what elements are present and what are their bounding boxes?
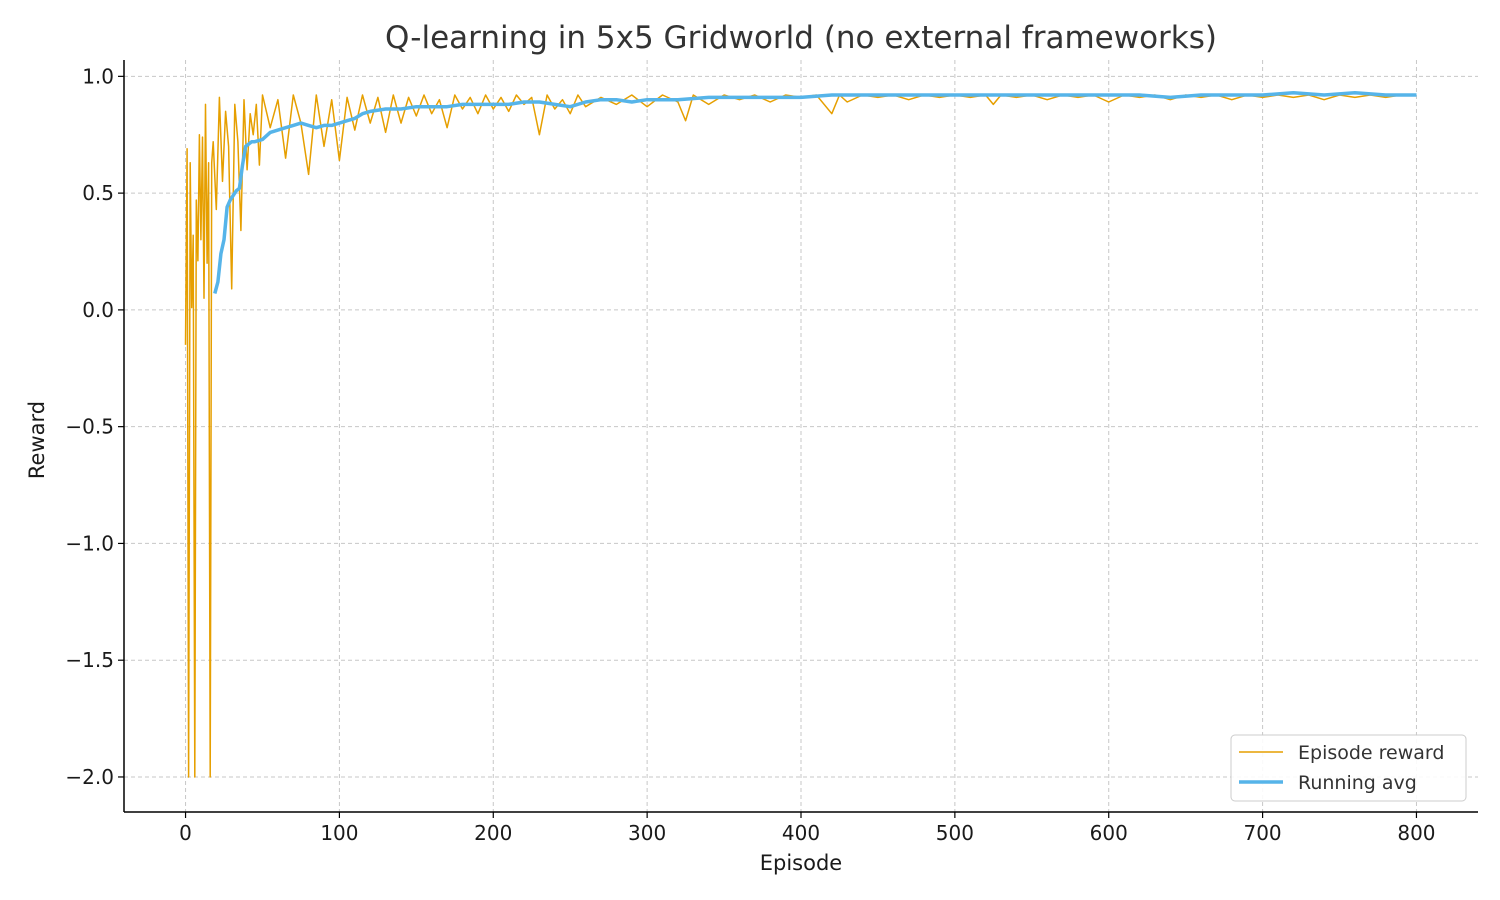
x-tick-label: 500: [936, 821, 974, 845]
y-axis-ticks: 1.0 0.5 0.0 −0.5 −1.0 −1.5 −2.0: [65, 64, 124, 789]
y-axis-label: Reward: [25, 401, 49, 479]
y-tick-label: −1.5: [65, 648, 114, 672]
x-axis-ticks: 0 100 200 300 400 500 600 700 800: [179, 812, 1436, 845]
series-layer: [184, 90, 1417, 778]
legend-label-episode-reward: Episode reward: [1298, 742, 1444, 764]
y-tick-label: 1.0: [82, 64, 114, 88]
running-avg-line: [213, 90, 1417, 294]
x-tick-label: 100: [320, 821, 358, 845]
chart-title: Q-learning in 5x5 Gridworld (no external…: [385, 20, 1217, 56]
y-tick-label: 0.0: [82, 298, 114, 322]
x-axis-label: Episode: [760, 851, 842, 875]
x-tick-label: 800: [1397, 821, 1435, 845]
x-tick-label: 600: [1090, 821, 1128, 845]
legend: Episode reward Running avg: [1230, 734, 1467, 802]
gridlines: [124, 60, 1478, 812]
y-tick-label: −2.0: [65, 765, 114, 789]
legend-label-running-avg: Running avg: [1298, 772, 1417, 794]
x-tick-label: 700: [1243, 821, 1281, 845]
y-tick-label: 0.5: [82, 181, 114, 205]
x-tick-label: 200: [474, 821, 512, 845]
y-tick-label: −0.5: [65, 415, 114, 439]
y-tick-label: −1.0: [65, 531, 114, 555]
legend-box: [1230, 734, 1467, 802]
x-tick-label: 300: [628, 821, 666, 845]
x-tick-label: 400: [782, 821, 820, 845]
x-tick-label: 0: [179, 821, 192, 845]
